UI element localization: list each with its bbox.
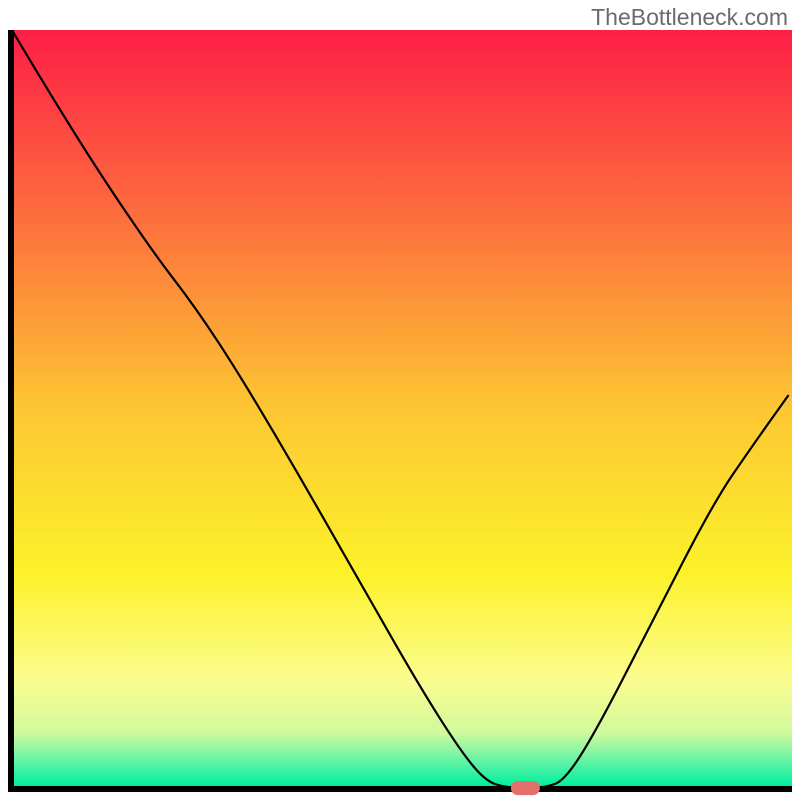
chart-container: TheBottleneck.com: [0, 0, 800, 800]
plot-background: [14, 30, 792, 786]
chart-svg: [8, 30, 792, 792]
watermark-text: TheBottleneck.com: [591, 4, 788, 31]
plot-area: [8, 30, 792, 792]
minimum-marker: [511, 781, 539, 795]
